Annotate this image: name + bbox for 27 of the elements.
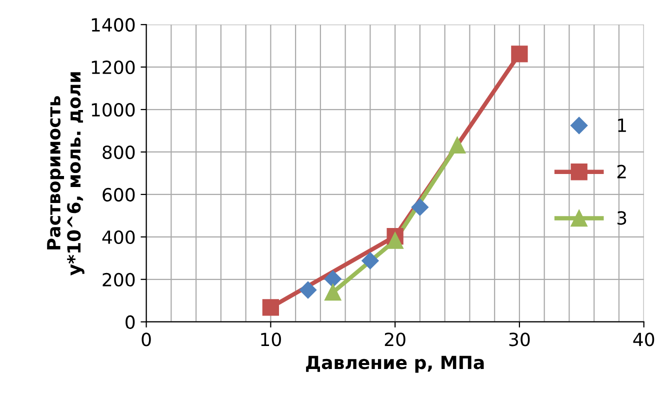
point [362,252,379,270]
point [386,232,404,249]
x-tick-label: 0 [142,332,151,346]
y-tick-label: 1000 [92,102,135,117]
legend-label: 1 [618,118,626,132]
x-axis-title: Давление p, МПа [306,356,484,373]
point [411,198,428,216]
point [262,299,280,316]
legend-label: 2 [617,164,626,178]
y-tick-label: 200 [102,272,135,286]
x-tick-label: 10 [261,332,281,346]
point [324,284,342,301]
x-tick-label: 30 [509,332,530,346]
point [448,136,466,154]
y-tick-label: 400 [102,230,135,244]
y-tick-label: 0 [126,315,135,329]
x-tick-label: 40 [633,332,654,346]
y-tick-label: 1400 [92,18,135,32]
y-tick-label: 800 [102,145,135,160]
y-tick-label: 1200 [92,60,135,74]
point [324,270,342,288]
y-axis-title: Растворимость y*10^6, моль. доли [47,72,84,276]
point [511,46,528,62]
point [299,281,317,299]
legend-label: 3 [617,211,626,225]
y-tick-label: 600 [102,188,135,202]
x-tick-label: 20 [384,332,406,346]
